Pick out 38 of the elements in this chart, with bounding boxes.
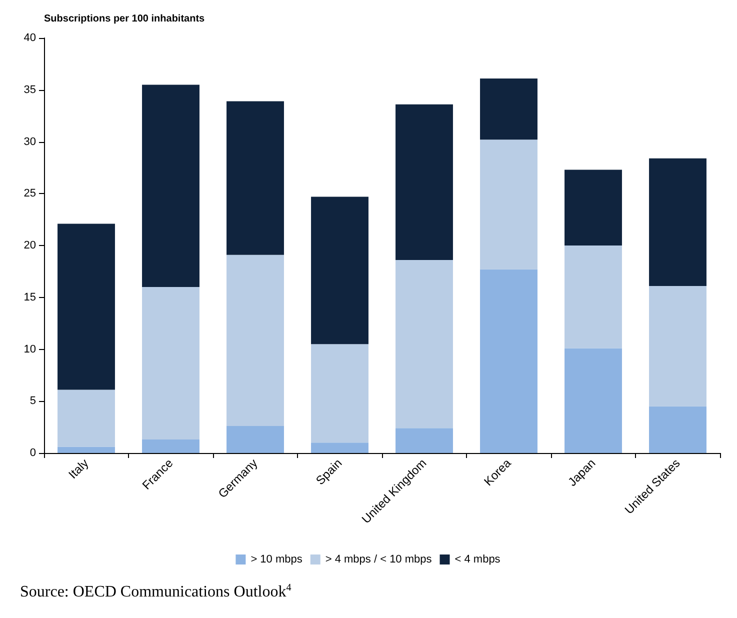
y-tick-label: 10: [24, 343, 36, 356]
bar: [311, 196, 368, 344]
bar: [649, 158, 706, 286]
y-axis-title: Subscriptions per 100 inhabitants: [44, 14, 206, 24]
bar: [564, 348, 622, 453]
bar: [58, 446, 115, 453]
bar: [226, 101, 284, 255]
legend-label: > 10 mbps: [250, 554, 303, 566]
bar: [649, 406, 706, 453]
bar: [649, 286, 706, 406]
bar: [564, 170, 622, 246]
bar: [480, 78, 538, 140]
y-tick-label: 35: [24, 84, 36, 96]
bar: [142, 84, 200, 287]
bar: [311, 442, 368, 453]
y-tick-label: 40: [24, 32, 36, 44]
bar: [480, 269, 538, 453]
bar: [142, 440, 200, 453]
bar: [480, 140, 538, 270]
bar: [58, 224, 115, 390]
bar: [226, 254, 284, 426]
legend-label: > 4 mbps / < 10 mbps: [325, 554, 432, 566]
bar: [142, 287, 200, 440]
y-tick-label: 30: [24, 136, 36, 148]
y-tick-label: 25: [24, 188, 36, 200]
y-tick-label: 20: [24, 240, 36, 252]
bar: [58, 390, 115, 447]
y-tick-label: 5: [30, 395, 36, 408]
y-tick-label: 15: [24, 291, 36, 304]
bar: [396, 428, 453, 453]
x-tick-label: Italy: [66, 456, 92, 482]
bar: [396, 260, 453, 428]
bar: [311, 344, 368, 443]
bar: [396, 104, 453, 260]
bar: [226, 426, 284, 453]
y-tick-label: 0: [30, 447, 36, 459]
legend-label: < 4 mbps: [454, 554, 501, 566]
bar: [564, 246, 622, 348]
